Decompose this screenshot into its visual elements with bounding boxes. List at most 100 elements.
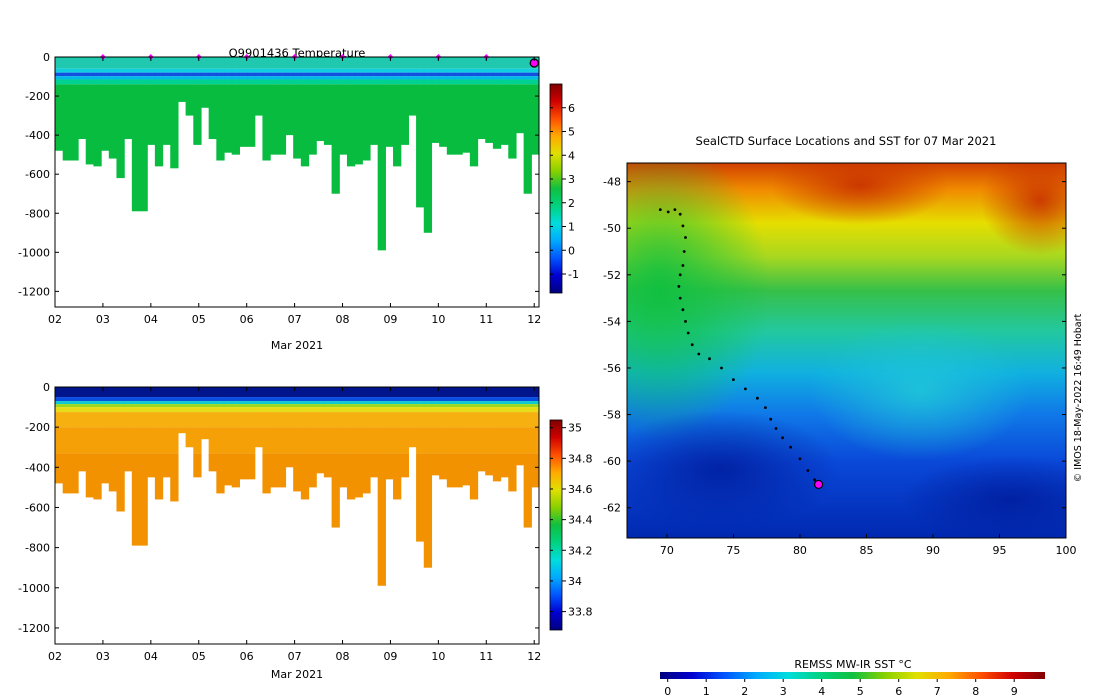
profile-cell	[285, 401, 294, 405]
profile-column	[439, 387, 448, 480]
profile-cell	[131, 387, 141, 398]
profile-cell	[477, 427, 486, 454]
profile-cell	[393, 57, 402, 59]
profile-cell	[270, 79, 279, 85]
colorbar-tick-label: 2	[568, 197, 575, 210]
profile-cell	[377, 401, 386, 405]
profile-cell	[93, 401, 102, 405]
map-latitude-axis: -48 -50 -52 -54 -56 -58 -60 -62	[603, 176, 1066, 515]
profile-cell	[439, 76, 448, 80]
profile-cell	[346, 72, 356, 77]
profile-cell	[369, 412, 379, 428]
profile-cell	[369, 72, 379, 77]
profile-cell	[147, 76, 156, 80]
sst-west-water	[627, 163, 770, 440]
profile-cell	[131, 401, 141, 405]
profile-cell	[393, 453, 402, 500]
profile-cell	[339, 401, 348, 405]
profile-cell	[323, 68, 333, 73]
profile-cell	[515, 387, 525, 398]
profile-cell	[116, 58, 125, 69]
profile-cell	[93, 79, 102, 85]
profile-cell	[308, 84, 317, 155]
profile-cell	[239, 84, 248, 147]
profile-cell	[254, 407, 264, 413]
profile-cell	[369, 84, 379, 145]
profile-cell	[446, 57, 456, 59]
profile-cell	[70, 72, 79, 77]
profile-cell	[101, 397, 110, 402]
profile-cell	[316, 79, 325, 85]
profile-cell	[254, 72, 264, 77]
profile-cell	[177, 68, 187, 73]
profile-cell	[300, 412, 310, 428]
profile-cell	[185, 79, 194, 85]
profile-cell	[316, 76, 325, 80]
profile-cell	[339, 58, 348, 69]
profile-cell	[469, 453, 479, 500]
profile-cell	[423, 407, 433, 413]
profile-cell	[293, 68, 302, 73]
profile-column	[416, 57, 425, 208]
sst-colorbar-tick-label: 4	[818, 685, 825, 698]
profile-cell	[93, 412, 102, 428]
profile-cell	[354, 427, 363, 454]
profile-column	[393, 57, 402, 167]
profile-cell	[216, 84, 225, 161]
profile-cell	[308, 72, 317, 77]
profile-column	[385, 57, 394, 147]
profile-cell	[408, 412, 417, 428]
profile-cell	[331, 58, 340, 69]
lat-tick-label: -60	[603, 455, 621, 468]
profile-cell	[500, 68, 509, 73]
profile-column	[116, 387, 125, 512]
profile-cell	[485, 412, 494, 428]
profile-cell	[293, 76, 302, 80]
profile-cell	[70, 84, 79, 161]
colorbar-tick-label: 33.8	[568, 606, 593, 619]
profile-cell	[170, 57, 179, 59]
profile-cell	[377, 57, 386, 59]
profile-cell	[508, 407, 517, 413]
profile-column	[346, 57, 356, 167]
profile-cell	[385, 72, 394, 77]
profile-cell	[300, 453, 310, 500]
profile-cell	[400, 68, 409, 73]
profile-cell	[277, 453, 287, 488]
profile-column	[200, 387, 210, 440]
profile-cell	[239, 427, 248, 454]
profile-cell	[369, 387, 379, 398]
profile-cell	[185, 57, 194, 59]
profile-cell	[62, 58, 71, 69]
x-tick-label: 04	[144, 313, 158, 326]
profile-cell	[423, 453, 433, 568]
profile-cell	[177, 76, 187, 80]
profile-cell	[316, 397, 325, 402]
salinity-plot-frame	[54, 386, 540, 645]
profile-cell	[508, 404, 517, 408]
sst-warm-core	[770, 163, 950, 225]
profile-column	[270, 387, 279, 488]
profile-column	[323, 57, 333, 145]
profile-cell	[78, 407, 87, 413]
profile-cell	[170, 412, 179, 428]
profile-cell	[323, 453, 333, 478]
profile-column	[339, 387, 348, 488]
profile-cell	[446, 404, 456, 408]
profile-column	[93, 387, 102, 500]
profile-cell	[477, 387, 486, 398]
profile-cell	[147, 72, 156, 77]
profile-cell	[139, 387, 148, 398]
profile-cell	[293, 397, 302, 402]
x-tick-label: 09	[383, 650, 397, 663]
profile-cell	[416, 84, 425, 208]
profile-cell	[362, 84, 371, 161]
profile-column	[200, 57, 210, 108]
profile-column	[393, 387, 402, 500]
profile-cell	[316, 412, 325, 428]
profile-cell	[416, 72, 425, 77]
profile-cell	[193, 401, 202, 405]
profile-cell	[170, 72, 179, 77]
profile-cell	[308, 76, 317, 80]
profile-cell	[277, 72, 287, 77]
